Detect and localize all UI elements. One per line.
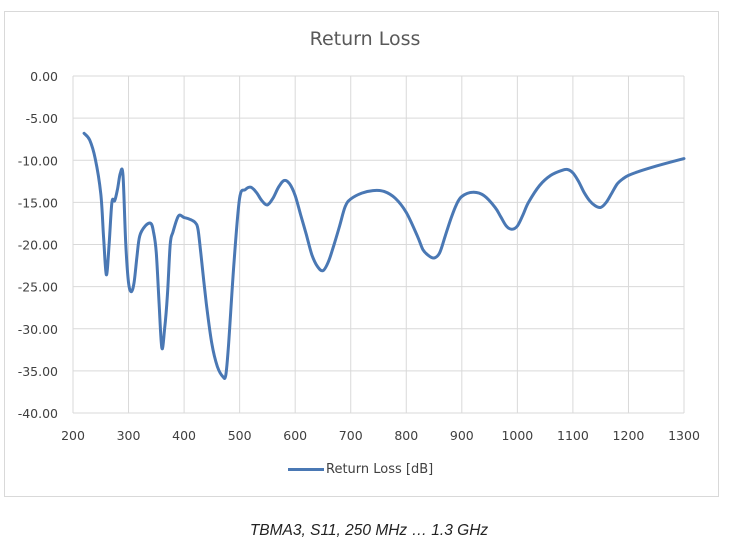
x-tick-label: 1200 — [613, 428, 645, 443]
x-tick-label: 800 — [394, 428, 418, 443]
x-tick-label: 1000 — [501, 428, 533, 443]
x-tick-label: 300 — [117, 428, 141, 443]
x-axis-ticks: 200 300 400 500 600 700 800 900 1000 1100 1200 1300 — [61, 428, 700, 443]
chart-grid — [72, 75, 685, 414]
legend-label: Return Loss [dB] — [326, 462, 434, 477]
legend-line-swatch-icon — [288, 468, 324, 471]
y-tick-label: -5.00 — [26, 111, 58, 126]
x-tick-label: 1100 — [557, 428, 589, 443]
x-tick-label: 400 — [172, 428, 196, 443]
x-tick-label: 500 — [228, 428, 252, 443]
y-tick-label: -30.00 — [18, 322, 58, 337]
y-tick-label: 0.00 — [30, 69, 58, 84]
chart-title: Return Loss — [309, 28, 421, 50]
figure-caption: TBMA3, S11, 250 MHz … 1.3 GHz — [249, 522, 489, 539]
y-tick-label: -25.00 — [18, 280, 58, 295]
x-tick-label: 900 — [450, 428, 474, 443]
y-tick-label: -10.00 — [18, 153, 58, 168]
chart-frame — [4, 11, 719, 497]
y-tick-label: -35.00 — [18, 364, 58, 379]
y-axis-ticks: 0.00 -5.00 -10.00 -15.00 -20.00 -25.00 -30.00 -… — [18, 69, 58, 421]
x-tick-label: 700 — [339, 428, 363, 443]
x-tick-label: 200 — [61, 428, 85, 443]
y-tick-label: -40.00 — [18, 406, 58, 421]
return-loss-series-line — [82, 131, 686, 380]
chart-legend: Return Loss [dB] — [288, 462, 433, 477]
y-tick-label: -15.00 — [18, 195, 58, 210]
x-tick-label: 1300 — [668, 428, 700, 443]
y-tick-label: -20.00 — [18, 238, 58, 253]
x-tick-label: 600 — [283, 428, 307, 443]
